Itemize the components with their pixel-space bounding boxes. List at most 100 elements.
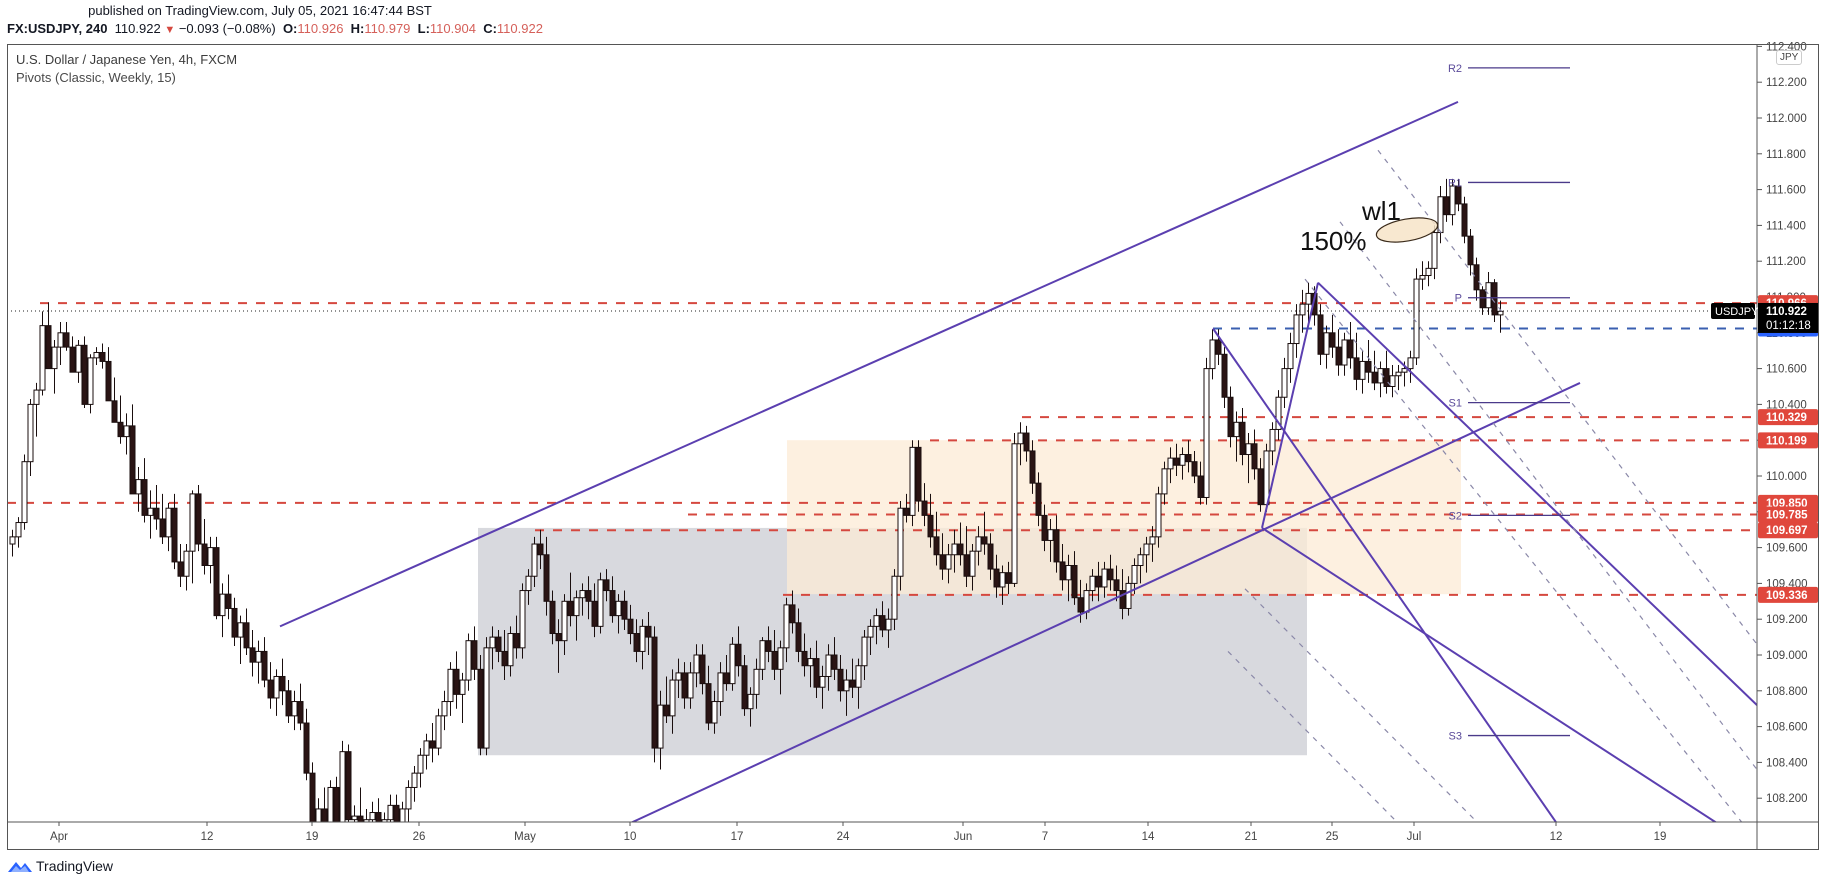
candle xyxy=(453,668,460,695)
candle xyxy=(927,514,934,538)
candle xyxy=(1125,582,1132,609)
candle xyxy=(1161,468,1168,495)
candle xyxy=(1359,360,1366,380)
low-label: L: xyxy=(417,21,430,36)
candle xyxy=(1269,428,1276,452)
candle xyxy=(909,446,916,516)
last-price: 110.922 xyxy=(114,21,161,36)
highlight-ellipse[interactable] xyxy=(1375,214,1440,246)
candle xyxy=(681,672,688,699)
candle xyxy=(1137,554,1144,567)
annotation-text[interactable]: wl1 xyxy=(1361,196,1401,226)
candle xyxy=(987,543,994,570)
time-tick: Apr xyxy=(50,831,68,843)
pivot-label-p: P xyxy=(1455,293,1462,305)
candle xyxy=(393,804,400,822)
candle xyxy=(825,654,832,677)
time-tick: 7 xyxy=(1042,831,1048,843)
price-tick: 108.800 xyxy=(1766,686,1808,698)
price-tick: 109.600 xyxy=(1766,543,1808,555)
candle xyxy=(519,590,526,649)
candle xyxy=(1215,339,1222,355)
candle xyxy=(195,493,202,545)
fork-dash-5-line[interactable] xyxy=(1227,650,1400,825)
lower-channel-line[interactable] xyxy=(630,382,1581,823)
candle xyxy=(1203,368,1210,498)
price-change: −0.093 (−0.08%) xyxy=(178,21,276,36)
candle xyxy=(1149,536,1156,545)
candle xyxy=(1305,292,1312,305)
fork-dash-4-line[interactable] xyxy=(1244,588,1480,825)
candle xyxy=(759,640,766,670)
candle xyxy=(87,357,94,405)
candle xyxy=(1197,475,1204,498)
candle xyxy=(429,740,436,749)
candle xyxy=(945,554,952,570)
price-axis-label xyxy=(1758,506,1818,523)
time-tick: 12 xyxy=(1550,831,1563,843)
candle xyxy=(501,650,508,667)
fork-dash-1-line[interactable] xyxy=(1377,149,1757,645)
candle xyxy=(1449,185,1456,216)
candle xyxy=(153,507,160,520)
price-tick: 111.600 xyxy=(1766,185,1806,197)
candle xyxy=(1335,346,1342,366)
fork-dash-2-line[interactable] xyxy=(1339,221,1757,770)
candle xyxy=(1347,339,1354,359)
candle xyxy=(789,604,796,624)
candle xyxy=(1455,185,1462,205)
candle xyxy=(1353,357,1360,380)
pitchfork-lower-handle-line[interactable] xyxy=(1261,527,1720,825)
candle xyxy=(549,600,556,635)
candle xyxy=(189,493,196,552)
candle xyxy=(1047,529,1054,541)
upper-channel-line[interactable] xyxy=(279,100,1459,628)
pitchfork-median-line[interactable] xyxy=(1317,281,1757,706)
annotation-text[interactable]: 150% xyxy=(1300,226,1367,256)
candle xyxy=(645,625,652,638)
candle xyxy=(435,715,442,749)
candle xyxy=(1299,303,1306,316)
candle xyxy=(387,804,394,821)
candle xyxy=(219,593,226,617)
candle xyxy=(903,507,910,516)
price-tick: 112.200 xyxy=(1766,77,1807,89)
candle xyxy=(1293,314,1300,345)
time-tick: 10 xyxy=(624,831,637,843)
price-tick: 108.400 xyxy=(1766,757,1808,769)
candle xyxy=(699,654,706,685)
candle xyxy=(99,351,106,362)
time-tick: 24 xyxy=(837,831,850,843)
candle xyxy=(441,701,448,717)
pitchfork-upper-handle-line[interactable] xyxy=(1212,327,1558,826)
pitchfork-a-line[interactable] xyxy=(1261,282,1319,529)
candle xyxy=(1239,421,1246,456)
time-tick: Jun xyxy=(954,831,973,843)
pivot-label-s1: S1 xyxy=(1449,398,1462,410)
candle xyxy=(801,650,808,667)
candle xyxy=(633,633,640,652)
candle xyxy=(1011,443,1018,584)
pivot-label-s2: S2 xyxy=(1449,510,1462,522)
candle xyxy=(729,643,736,685)
candle xyxy=(1257,468,1264,506)
candle xyxy=(711,701,718,724)
candle xyxy=(1185,454,1192,463)
candle xyxy=(459,679,466,695)
candle xyxy=(861,636,868,667)
price-tick: 108.600 xyxy=(1766,722,1808,734)
candle xyxy=(651,636,658,749)
candle xyxy=(357,815,364,822)
candle xyxy=(1077,597,1084,613)
candle xyxy=(1053,529,1060,563)
candle xyxy=(129,425,136,495)
candle xyxy=(771,650,778,670)
price-axis-label xyxy=(1758,409,1818,426)
candle xyxy=(447,668,454,703)
time-tick: 26 xyxy=(413,831,426,843)
legend-indicator[interactable]: Pivots (Classic, Weekly, 15) xyxy=(16,70,176,85)
candle xyxy=(1251,443,1258,470)
candle xyxy=(603,579,610,592)
candle xyxy=(1467,235,1474,266)
